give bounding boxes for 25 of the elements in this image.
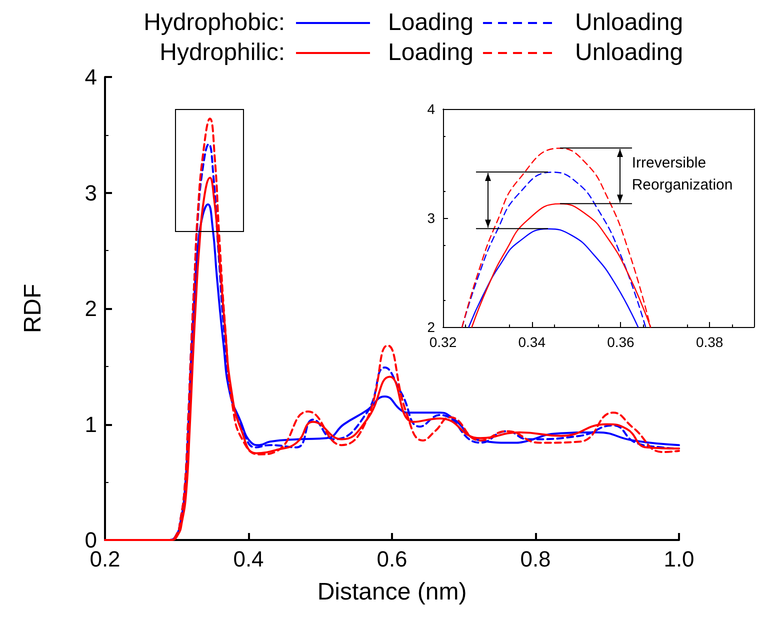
x-tick-label: 0.38 (696, 334, 724, 350)
x-axis-title: Distance (nm) (317, 578, 467, 606)
x-tick-label: 0.32 (429, 334, 457, 350)
y-tick-label: 2 (427, 319, 436, 335)
text: Hydrophilic: (160, 39, 285, 66)
y-tick-label: 3 (84, 180, 97, 206)
y-axis-title: RDF (20, 284, 46, 334)
x-tick-label: 0.6 (376, 546, 408, 572)
x-tick-label: 0.36 (607, 334, 635, 350)
annotation: Irreversible Reorganization (632, 154, 733, 194)
x-tick-label: 0.4 (233, 546, 264, 572)
x-tick-label: 0.8 (520, 546, 551, 572)
legend-label: Unloading (575, 38, 684, 68)
y-tick-label: 3 (427, 210, 436, 226)
y-tick-label: 4 (427, 101, 436, 117)
line-series (468, 228, 639, 328)
y-tick-label: 2 (84, 296, 97, 321)
text: Hydrophobic: (142, 8, 285, 38)
y-tick-label: 1 (84, 412, 97, 437)
legend-label: Loading (388, 38, 474, 68)
x-tick-label: 1.0 (664, 546, 694, 572)
x-tick-label: 0.34 (518, 334, 546, 350)
legend-label: Unloading (575, 8, 684, 38)
y-tick-label: 4 (84, 64, 97, 90)
legend-label: Loading (388, 8, 474, 38)
